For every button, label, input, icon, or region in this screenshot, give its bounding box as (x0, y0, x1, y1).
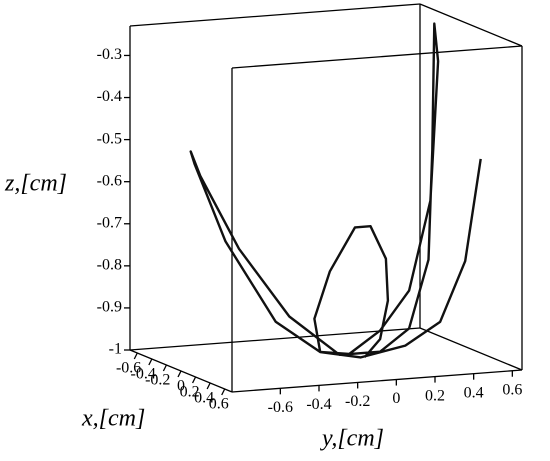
y-tick-label: 0.6 (502, 381, 522, 398)
x-tick-label: -0.6 (116, 360, 141, 377)
x-tick-label: 0.2 (180, 384, 200, 401)
x-tick (221, 388, 226, 396)
x-tick (191, 376, 197, 384)
box-edge (419, 3, 523, 47)
box-edge (129, 3, 421, 27)
y-tick-label: -0.4 (306, 396, 331, 413)
x-tick (177, 370, 182, 378)
z-tick-label: -0.5 (97, 130, 122, 147)
x-tick-label: -0.4 (131, 366, 156, 383)
x-tick-label: 0.4 (194, 390, 214, 407)
x-tick (162, 364, 168, 372)
x-tick-label: 0 (177, 378, 185, 395)
z-axis-label: z,[cm] (4, 171, 67, 197)
x-tick (148, 358, 153, 366)
y-axis-label: y,[cm] (320, 426, 384, 452)
x-tick (133, 352, 138, 360)
z-tick-label: -0.9 (97, 299, 122, 316)
x-tick (206, 382, 211, 390)
x-axis-label: x,[cm] (81, 406, 145, 432)
z-tick-label: -0.6 (97, 172, 122, 189)
z-tick-label: -0.3 (97, 46, 122, 63)
box-edge (419, 327, 523, 371)
y-tick-label: 0.4 (464, 384, 484, 401)
curve (189, 22, 482, 359)
z-tick-label: -0.7 (97, 214, 122, 231)
y-tick-label: -0.6 (268, 399, 293, 416)
y-tick-label: 0 (392, 390, 400, 407)
y-tick-label: 0.2 (425, 387, 445, 404)
box-edge (129, 327, 421, 351)
y-tick-label: -0.2 (345, 393, 370, 410)
z-tick-label: -0.4 (97, 88, 122, 105)
x-tick-label: -0.2 (145, 372, 170, 389)
x-tick-label: 0.6 (209, 396, 229, 413)
box-edge (231, 45, 523, 69)
z-tick-label: -0.8 (97, 257, 122, 274)
z-tick-label: -1 (109, 341, 122, 358)
